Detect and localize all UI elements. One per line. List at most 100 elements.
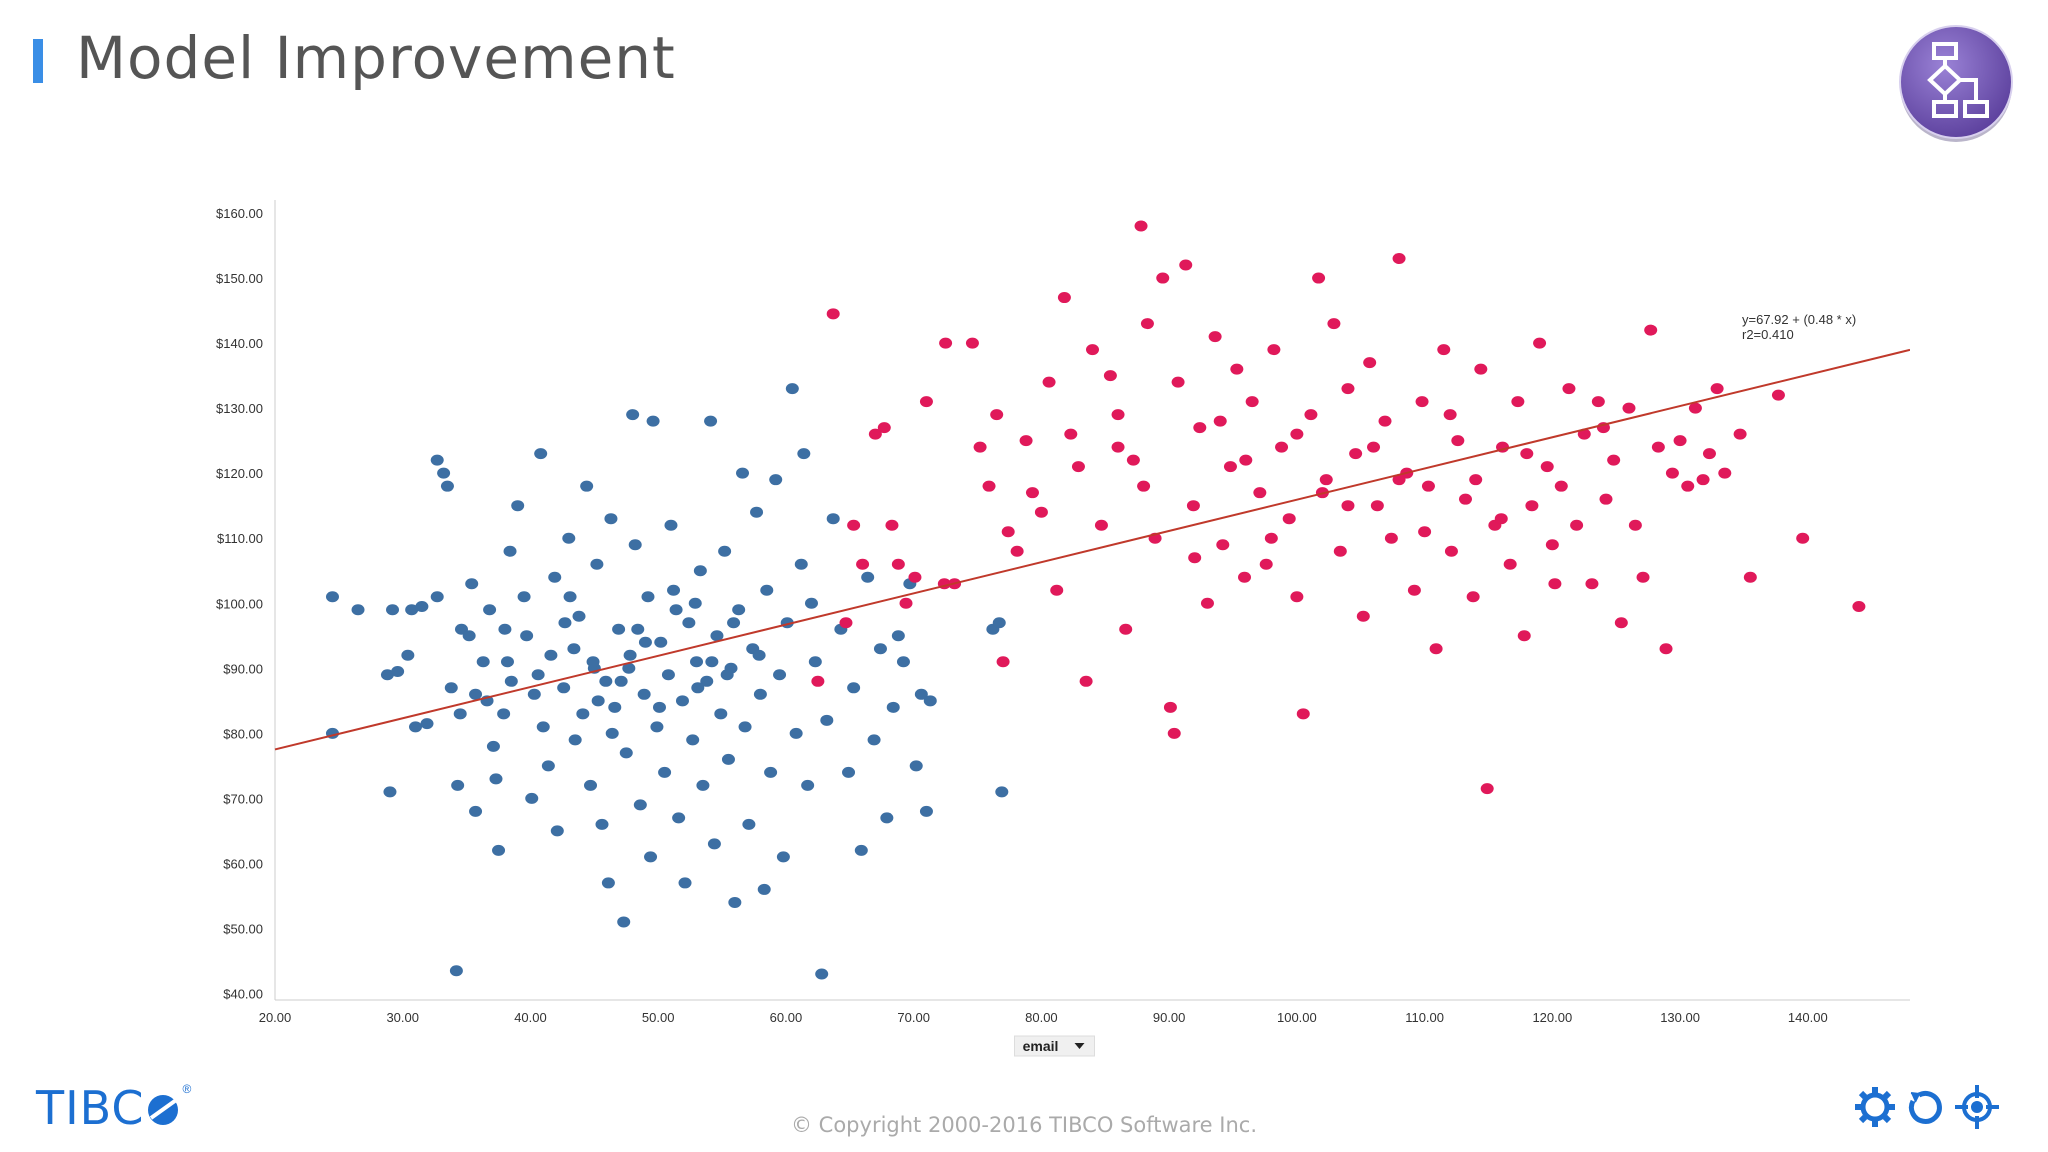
data-point <box>511 500 525 512</box>
data-point <box>1290 591 1304 603</box>
data-point <box>1743 571 1757 583</box>
data-point <box>1312 272 1326 284</box>
data-point <box>923 695 937 707</box>
data-point <box>891 558 905 570</box>
data-point <box>899 597 913 609</box>
data-point <box>563 591 577 603</box>
data-point <box>1673 435 1687 447</box>
data-point <box>1688 402 1702 414</box>
data-point <box>1702 448 1716 460</box>
y-tick-label: $120.00 <box>216 466 263 481</box>
data-point <box>867 734 881 746</box>
data-point <box>1517 630 1531 642</box>
data-point <box>721 753 735 765</box>
y-tick-label: $40.00 <box>223 986 263 1001</box>
data-point <box>686 734 700 746</box>
data-point <box>789 727 803 739</box>
data-point <box>476 656 490 668</box>
data-point <box>576 708 590 720</box>
data-point <box>1341 383 1355 395</box>
data-point <box>430 591 444 603</box>
data-point <box>558 617 572 629</box>
x-tick-label: 120.00 <box>1532 1010 1572 1025</box>
data-point <box>1086 344 1099 356</box>
data-point <box>1193 422 1207 434</box>
data-point <box>612 623 626 635</box>
data-point <box>1437 344 1451 356</box>
data-point <box>1451 435 1465 447</box>
refresh-circle-icon <box>1908 1090 1942 1124</box>
data-point <box>769 474 783 486</box>
data-point <box>1188 552 1202 564</box>
data-point <box>868 428 882 440</box>
data-point <box>995 786 1009 798</box>
data-point <box>449 965 463 977</box>
data-point <box>527 688 541 700</box>
data-point <box>908 571 922 583</box>
logo-text: TIBC <box>36 1081 145 1135</box>
data-point <box>1591 396 1605 408</box>
data-point <box>885 519 899 531</box>
data-point <box>909 760 923 772</box>
data-point <box>444 682 458 694</box>
y-tick-label: $100.00 <box>216 596 263 611</box>
chart-trendline <box>274 348 1910 751</box>
data-point <box>531 669 545 681</box>
y-tick-label: $50.00 <box>223 921 263 936</box>
data-point <box>1469 474 1483 486</box>
data-point <box>839 617 853 629</box>
data-point <box>1010 545 1024 557</box>
data-point <box>550 825 564 837</box>
data-point <box>650 721 664 733</box>
data-point <box>873 643 887 655</box>
data-point <box>1599 493 1613 505</box>
data-point <box>1444 545 1458 557</box>
data-point <box>1042 376 1056 388</box>
x-tick-label: 90.00 <box>1153 1010 1186 1025</box>
data-point <box>1418 526 1432 538</box>
data-point <box>1443 409 1457 421</box>
data-point <box>1179 259 1193 271</box>
data-point <box>1290 428 1304 440</box>
data-point <box>383 786 397 798</box>
data-point <box>536 721 550 733</box>
data-point <box>658 766 672 778</box>
data-point <box>847 519 861 531</box>
data-point <box>1034 506 1048 518</box>
trendline <box>274 348 1910 751</box>
data-point <box>992 617 1006 629</box>
logo-registered-mark: ® <box>182 1082 192 1096</box>
copyright-text: © Copyright 2000-2016 TIBCO Software Inc… <box>791 1113 1257 1137</box>
data-point <box>675 695 689 707</box>
trendline-r2-label: r2=0.410 <box>1742 327 1794 342</box>
data-point <box>1238 571 1252 583</box>
data-point <box>1466 591 1480 603</box>
data-point <box>982 480 996 492</box>
data-point <box>351 604 365 616</box>
data-point <box>919 805 933 817</box>
data-point <box>785 383 799 395</box>
data-point <box>939 337 953 349</box>
x-axis-selector[interactable]: email <box>1014 1035 1095 1057</box>
data-point <box>728 896 742 908</box>
data-point <box>1554 480 1568 492</box>
data-point <box>599 675 613 687</box>
data-point <box>520 630 534 642</box>
x-tick-label: 140.00 <box>1788 1010 1828 1025</box>
data-point <box>801 779 815 791</box>
data-point <box>1079 675 1093 687</box>
data-point <box>595 818 609 830</box>
data-point <box>1253 487 1267 499</box>
y-tick-label: $160.00 <box>216 206 263 221</box>
data-point <box>440 480 454 492</box>
data-point <box>637 688 651 700</box>
data-point <box>437 467 451 479</box>
data-point <box>896 656 910 668</box>
data-point <box>707 838 721 850</box>
data-point <box>1378 415 1392 427</box>
data-point <box>1223 461 1237 473</box>
data-point <box>500 656 514 668</box>
data-point <box>489 773 503 785</box>
data-point <box>688 597 702 609</box>
data-point <box>757 883 771 895</box>
